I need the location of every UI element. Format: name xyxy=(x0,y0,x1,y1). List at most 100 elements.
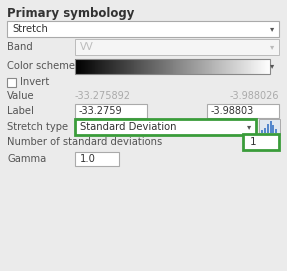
Bar xyxy=(269,59,270,74)
Bar xyxy=(109,59,110,74)
Bar xyxy=(200,59,201,74)
Bar xyxy=(181,59,183,74)
Bar xyxy=(168,59,169,74)
Bar xyxy=(172,59,174,74)
Bar xyxy=(119,59,120,74)
Bar xyxy=(149,59,150,74)
Text: Primary symbology: Primary symbology xyxy=(7,7,134,20)
Bar xyxy=(216,59,217,74)
Bar xyxy=(244,59,245,74)
Bar xyxy=(201,59,202,74)
Bar xyxy=(202,59,203,74)
Bar xyxy=(94,59,96,74)
Bar xyxy=(81,59,82,74)
Bar xyxy=(190,59,191,74)
Bar xyxy=(167,59,168,74)
Bar xyxy=(139,59,141,74)
Bar xyxy=(261,59,263,74)
Bar xyxy=(141,59,143,74)
Bar xyxy=(145,59,146,74)
Bar xyxy=(174,59,176,74)
Bar xyxy=(222,59,224,74)
Bar xyxy=(115,59,116,74)
Bar xyxy=(248,59,249,74)
Bar xyxy=(233,59,234,74)
Bar xyxy=(198,59,199,74)
Bar xyxy=(196,59,197,74)
Text: ▾: ▾ xyxy=(247,122,251,131)
Bar xyxy=(225,59,226,74)
Bar xyxy=(126,59,127,74)
Bar xyxy=(87,59,88,74)
Bar xyxy=(267,59,268,74)
Bar xyxy=(155,59,156,74)
Text: -3.98803: -3.98803 xyxy=(211,106,254,116)
Bar xyxy=(229,59,230,74)
Bar xyxy=(208,59,209,74)
Bar xyxy=(162,59,163,74)
Bar xyxy=(78,59,79,74)
Bar xyxy=(128,59,129,74)
Bar xyxy=(207,104,279,118)
Bar xyxy=(75,39,279,55)
Bar xyxy=(209,59,210,74)
Bar xyxy=(264,59,265,74)
Bar xyxy=(147,59,148,74)
Bar xyxy=(168,59,170,74)
Bar xyxy=(260,59,261,74)
Bar xyxy=(159,59,160,74)
Bar xyxy=(228,59,229,74)
Bar xyxy=(138,59,140,74)
Text: ▾: ▾ xyxy=(270,24,274,34)
Bar xyxy=(192,59,193,74)
Bar xyxy=(117,59,118,74)
Bar xyxy=(82,59,83,74)
Bar xyxy=(195,59,196,74)
Bar xyxy=(238,59,239,74)
Bar xyxy=(214,59,216,74)
Bar xyxy=(156,59,157,74)
Bar xyxy=(102,59,104,74)
Bar xyxy=(100,59,102,74)
Bar xyxy=(163,59,164,74)
Bar xyxy=(124,59,125,74)
Bar xyxy=(157,59,158,74)
Bar xyxy=(247,59,248,74)
Bar xyxy=(153,59,154,74)
Bar xyxy=(212,59,214,74)
Bar xyxy=(160,59,161,74)
Bar xyxy=(185,59,187,74)
Bar xyxy=(140,59,141,74)
Bar xyxy=(253,59,254,74)
Bar xyxy=(268,59,269,74)
Bar xyxy=(207,59,208,74)
Text: 1.0: 1.0 xyxy=(80,154,96,164)
Bar xyxy=(108,59,109,74)
Text: 1: 1 xyxy=(250,137,257,147)
Text: -33.2759: -33.2759 xyxy=(79,106,123,116)
Bar xyxy=(262,59,263,74)
Bar xyxy=(258,59,259,74)
Text: ▾: ▾ xyxy=(270,43,274,51)
Bar xyxy=(235,59,236,74)
Bar xyxy=(110,59,111,74)
Bar xyxy=(137,59,139,74)
Bar xyxy=(75,152,119,166)
Bar xyxy=(249,59,250,74)
Bar xyxy=(224,59,226,74)
Bar xyxy=(266,59,267,74)
Bar xyxy=(187,59,188,74)
Bar xyxy=(111,59,112,74)
Bar xyxy=(77,59,78,74)
Text: Number of standard deviations: Number of standard deviations xyxy=(7,137,162,147)
Bar xyxy=(106,59,107,74)
Bar xyxy=(241,59,242,74)
Text: Color scheme: Color scheme xyxy=(7,61,75,71)
Bar xyxy=(186,59,187,74)
Bar xyxy=(212,59,213,74)
Bar xyxy=(91,59,92,74)
Bar xyxy=(7,21,279,37)
Bar xyxy=(191,59,192,74)
Bar xyxy=(261,130,263,133)
Bar xyxy=(231,59,232,74)
